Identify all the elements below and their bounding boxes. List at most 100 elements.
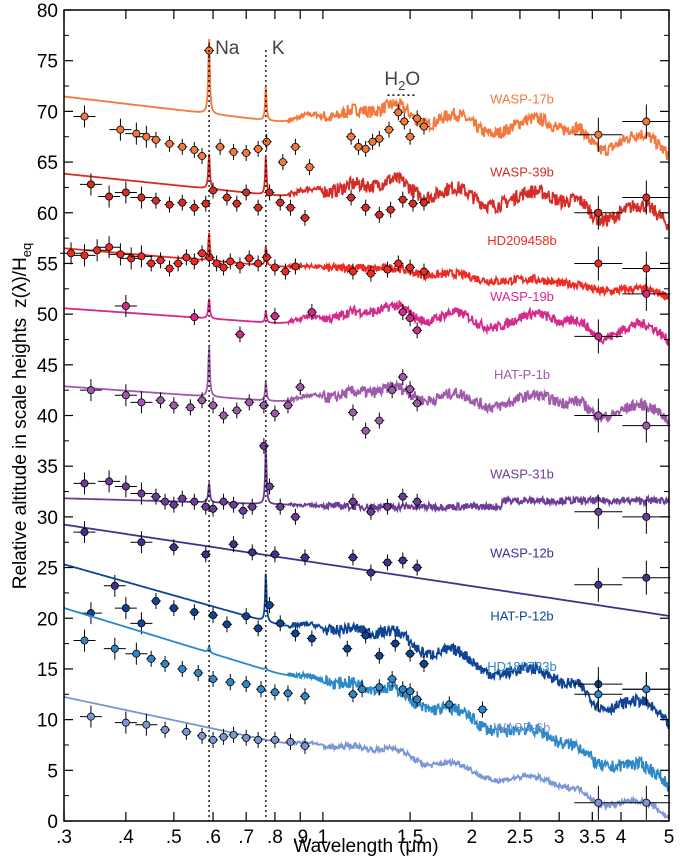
data-point	[368, 137, 377, 146]
data-point	[222, 193, 231, 202]
data-point	[190, 145, 199, 154]
y-tick-label: 60	[37, 204, 58, 225]
data-point	[137, 193, 146, 202]
y-tick-label: 10	[37, 711, 58, 732]
y-tick-label: 40	[37, 407, 58, 428]
data-point	[445, 700, 454, 709]
data-point	[265, 188, 274, 197]
data-point	[361, 631, 370, 640]
x-tick-label: .9	[292, 827, 308, 848]
data-point	[219, 411, 228, 420]
data-point	[291, 512, 300, 521]
data-point	[239, 506, 248, 515]
data-point	[198, 151, 207, 160]
data-point	[165, 200, 174, 209]
series-group	[63, 346, 671, 443]
x-tick-label: .3	[56, 827, 72, 848]
x-tick-label: .8	[267, 827, 283, 848]
data-point	[80, 112, 89, 121]
data-point	[137, 398, 146, 407]
data-point	[281, 267, 290, 276]
data-point	[394, 259, 403, 268]
series-label: WASP-39b	[490, 164, 554, 179]
data-point	[386, 205, 395, 214]
data-point	[229, 730, 238, 739]
data-point	[388, 675, 397, 684]
data-point	[413, 497, 422, 506]
series-model-line	[63, 523, 670, 617]
data-point	[406, 314, 415, 323]
data-point	[419, 659, 428, 668]
x-axis-label: Wavelength (μm)	[293, 836, 438, 857]
data-point	[242, 733, 251, 742]
data-point	[383, 265, 392, 274]
data-point	[229, 500, 238, 509]
data-point	[142, 720, 151, 729]
data-point	[642, 117, 651, 126]
data-point	[398, 685, 407, 694]
data-point	[161, 497, 170, 506]
data-point	[642, 685, 651, 694]
data-point	[291, 262, 300, 271]
series-group	[64, 437, 671, 534]
data-point	[259, 441, 268, 450]
data-point	[366, 269, 375, 278]
data-point	[254, 203, 263, 212]
series-group	[63, 153, 671, 231]
data-point	[478, 705, 487, 714]
data-point	[348, 497, 357, 506]
data-point	[383, 502, 392, 511]
series-label: WASP-31b	[490, 466, 554, 481]
x-tick-label: 4	[616, 827, 627, 848]
data-point	[121, 718, 130, 727]
data-point	[358, 685, 367, 694]
data-point	[116, 125, 125, 134]
data-point	[235, 261, 244, 270]
data-point	[190, 608, 199, 617]
data-point	[388, 386, 397, 395]
data-point	[80, 636, 89, 645]
data-point	[283, 401, 292, 410]
series-group	[63, 696, 671, 820]
data-point	[594, 332, 603, 341]
data-point	[375, 416, 384, 425]
data-point	[394, 108, 403, 117]
data-point	[361, 144, 370, 153]
data-point	[594, 208, 603, 217]
data-point	[254, 259, 263, 268]
data-point	[248, 502, 257, 511]
y-tick-label: 65	[37, 153, 58, 174]
data-point	[375, 210, 384, 219]
data-point	[222, 620, 231, 629]
series-model-line	[63, 346, 670, 427]
data-point	[67, 249, 76, 258]
data-point	[229, 540, 238, 549]
data-point	[137, 489, 146, 498]
data-point	[105, 192, 114, 201]
data-point	[242, 680, 251, 689]
data-point	[205, 253, 214, 262]
data-point	[232, 406, 241, 415]
data-point	[110, 581, 119, 590]
data-point	[343, 644, 352, 653]
data-point	[156, 396, 165, 405]
data-point	[105, 477, 114, 486]
data-point	[642, 289, 651, 298]
data-point	[642, 798, 651, 807]
y-tick-label: 15	[37, 660, 58, 681]
series-label: HD189733b	[487, 659, 556, 674]
data-point	[254, 144, 263, 153]
data-point	[276, 619, 285, 628]
data-point	[242, 188, 251, 197]
data-point	[413, 563, 422, 572]
data-point	[151, 196, 160, 205]
data-point	[348, 553, 357, 562]
data-point	[178, 494, 187, 503]
data-point	[105, 243, 114, 252]
series-label: WASP-17b	[490, 91, 554, 106]
series-label: WASP-19b	[490, 289, 554, 304]
series-model-line	[64, 232, 670, 301]
data-point	[361, 426, 370, 435]
data-point	[226, 678, 235, 687]
